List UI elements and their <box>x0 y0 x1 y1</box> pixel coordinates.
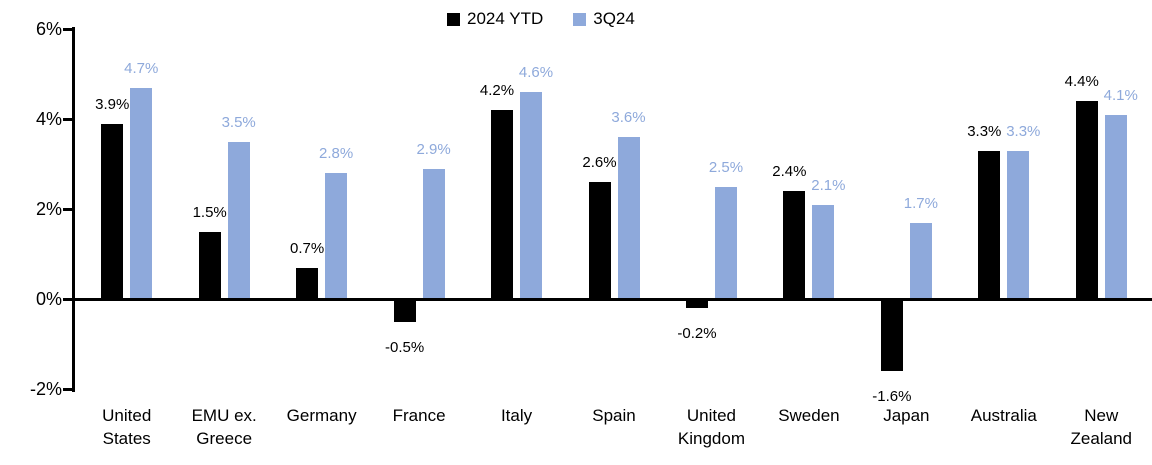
3q24-bar-united-states <box>130 87 153 299</box>
3q24-value-label-united-states: 4.7% <box>124 59 159 77</box>
category-label-emu-ex-greece: EMU ex. Greece <box>191 406 257 448</box>
3q24-bar-australia <box>1007 150 1030 299</box>
category-label-australia: Australia <box>970 406 1037 425</box>
3q24-bar-united-kingdom <box>714 186 737 299</box>
legend-label-3q24: 3Q24 <box>593 9 635 28</box>
2024-ytd-value-label-new-zealand: 4.4% <box>1064 73 1099 90</box>
2024-ytd-bar-emu-ex-greece <box>198 231 221 299</box>
y-axis-tick-mark <box>63 117 72 121</box>
2024-ytd-value-label-sweden: 2.4% <box>772 163 807 180</box>
2024-ytd-bar-united-kingdom <box>685 299 708 308</box>
y-axis-tick-label: -2% <box>29 379 62 399</box>
category-label-france: France <box>392 406 446 425</box>
legend-swatch-3q24 <box>573 12 587 26</box>
3q24-bar-france <box>422 168 445 299</box>
y-axis-tick-mark <box>63 207 72 211</box>
2024-ytd-bar-france <box>393 299 416 322</box>
category-label-united-kingdom: United Kingdom <box>677 406 745 448</box>
3q24-value-label-germany: 2.8% <box>319 145 354 162</box>
legend-item-2024-ytd: 2024 YTD <box>447 9 543 29</box>
y-axis-tick-label: 4% <box>35 109 62 129</box>
x-axis-line <box>72 297 1152 301</box>
2024-ytd-value-label-italy: 4.2% <box>479 82 515 99</box>
3q24-bar-new-zealand <box>1104 114 1127 299</box>
2024-ytd-value-label-japan: -1.6% <box>872 388 912 405</box>
y-axis-tick-mark <box>63 387 72 391</box>
2024-ytd-value-label-spain: 2.6% <box>582 154 617 171</box>
category-label-sweden: Sweden <box>778 406 840 425</box>
2024-ytd-bar-japan <box>880 299 903 371</box>
y-axis-tick-label: 0% <box>35 289 62 309</box>
2024-ytd-value-label-emu-ex-greece: 1.5% <box>192 203 227 221</box>
2024-ytd-bar-spain <box>588 182 611 299</box>
y-axis-tick-label: 6% <box>35 19 62 39</box>
y-axis-tick-mark <box>63 27 72 31</box>
category-label-united-states: United States <box>102 406 152 448</box>
3q24-bar-spain <box>617 137 640 299</box>
3q24-bar-sweden <box>812 204 835 299</box>
2024-ytd-value-label-germany: 0.7% <box>290 239 325 257</box>
category-label-japan: Japan <box>883 406 930 425</box>
3q24-value-label-australia: 3.3% <box>1006 122 1041 140</box>
legend-label-2024-ytd: 2024 YTD <box>467 9 544 28</box>
2024-ytd-bar-new-zealand <box>1075 101 1098 299</box>
3q24-bar-japan <box>909 222 932 299</box>
2024-ytd-bar-sweden <box>783 191 806 299</box>
2024-ytd-bar-australia <box>978 150 1001 299</box>
3q24-value-label-new-zealand: 4.1% <box>1103 86 1138 104</box>
2024-ytd-bar-italy <box>491 110 514 299</box>
3q24-bar-italy <box>520 92 543 299</box>
category-label-germany: Germany <box>286 406 357 425</box>
legend-swatch-2024-ytd <box>447 12 460 26</box>
3q24-bar-germany <box>325 173 348 299</box>
3q24-value-label-france: 2.9% <box>416 140 451 158</box>
y-axis-tick-label: 2% <box>35 199 62 219</box>
3q24-bar-emu-ex-greece <box>227 141 250 299</box>
3q24-value-label-united-kingdom: 2.5% <box>708 158 744 176</box>
3q24-value-label-sweden: 2.1% <box>811 176 846 194</box>
legend-item-3q24: 3Q24 <box>573 9 635 29</box>
3q24-value-label-italy: 4.6% <box>518 64 554 81</box>
2024-ytd-bar-united-states <box>101 123 124 299</box>
3q24-value-label-spain: 3.6% <box>611 109 646 126</box>
3q24-value-label-japan: 1.7% <box>903 194 938 212</box>
category-label-italy: Italy <box>500 406 533 425</box>
2024-ytd-value-label-france: -0.5% <box>384 338 425 356</box>
3q24-value-label-emu-ex-greece: 3.5% <box>221 113 256 131</box>
2024-ytd-bar-germany <box>296 267 319 299</box>
category-label-new-zealand: New Zealand <box>1070 406 1132 448</box>
2024-ytd-value-label-united-states: 3.9% <box>95 95 130 113</box>
chart-legend: 2024 YTD 3Q24 <box>447 9 635 29</box>
2024-ytd-value-label-united-kingdom: -0.2% <box>677 325 717 342</box>
category-label-spain: Spain <box>592 406 636 425</box>
y-axis-line <box>72 27 75 392</box>
2024-ytd-value-label-australia: 3.3% <box>967 122 1002 140</box>
y-axis-tick-mark <box>63 297 72 301</box>
